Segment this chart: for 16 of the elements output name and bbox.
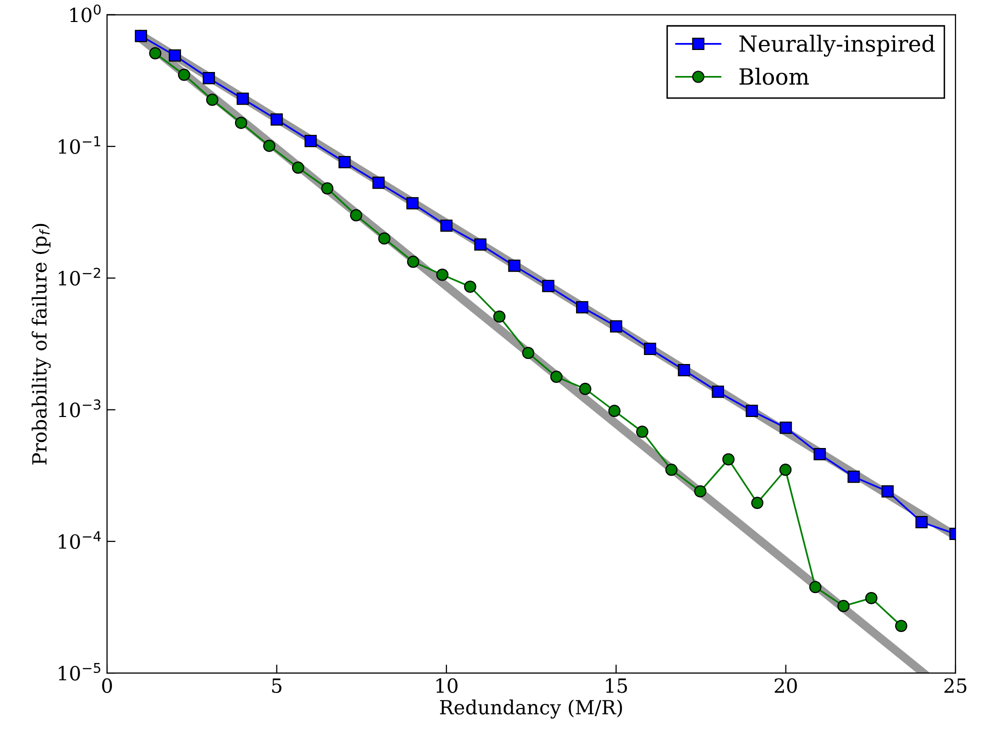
y-tick-label: 10$^{−5}$ [58, 662, 100, 681]
legend-label: Bloom [739, 68, 809, 85]
x-axis-title: Redundancy (M/R) [440, 700, 622, 719]
y-axis-title: Probability of failure (p$_{f}$) [32, 224, 51, 464]
x-tick-label: 20 [774, 678, 797, 693]
x-tick-label: 10 [436, 678, 458, 693]
legend-label: Neurally-inspired [739, 34, 935, 57]
y-tick-label: 10$^{−2}$ [58, 268, 100, 286]
x-tick-label: 5 [272, 678, 282, 693]
x-tick-label: 0 [102, 678, 112, 693]
x-tick-label: 15 [606, 678, 627, 693]
y-tick-label: 10$^{0}$ [70, 4, 101, 22]
y-tick-label: 10$^{−3}$ [58, 399, 100, 418]
y-tick-label: 10$^{−4}$ [58, 531, 101, 549]
y-tick-label: 10$^{−1}$ [58, 136, 100, 154]
x-tick-label: 25 [944, 678, 966, 693]
